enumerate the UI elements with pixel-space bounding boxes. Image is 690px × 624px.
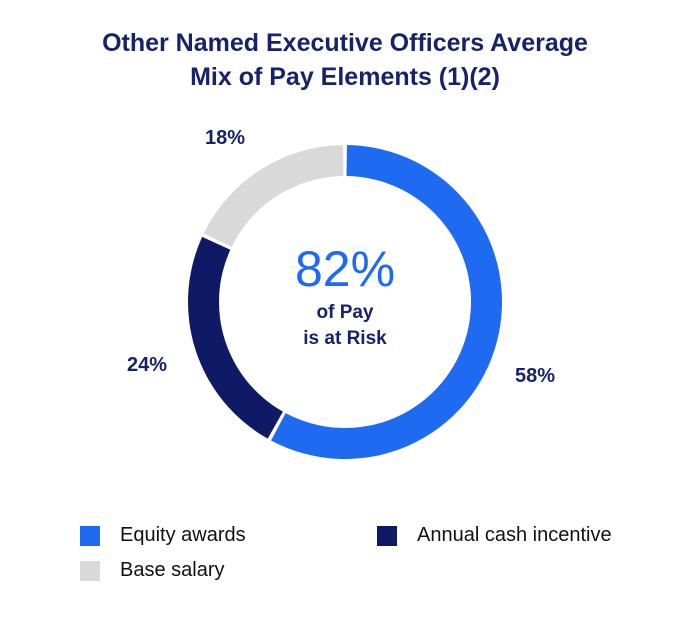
donut-slices [187,145,502,459]
center-caption-line-1: of Pay [316,302,373,323]
slice-labels: 58% 24% 18% [127,127,555,387]
slice-base-salary [203,145,344,247]
legend-label-equity-awards: Equity awards [120,524,246,546]
slice-label-equity-awards: 58% [515,365,555,387]
center-percentage: 82% [295,241,395,297]
slice-label-base-salary: 18% [205,127,245,149]
chart-title-line-2: Mix of Pay Elements (1)(2) [190,63,500,91]
legend-swatch-equity-awards [80,525,100,546]
legend-label-base-salary: Base salary [120,559,225,581]
legend-swatch-base-salary [80,560,100,581]
slice-equity-awards [271,145,502,459]
legend-item-base-salary: Base salary [80,559,225,582]
legend-item-equity-awards: Equity awards [80,524,246,547]
legend-label-annual-cash-incentive: Annual cash incentive [417,524,612,546]
slice-annual-cash-incentive [187,236,283,439]
chart-title-line-1: Other Named Executive Officers Average [102,29,588,57]
legend-swatch-annual-cash-incentive [377,525,397,546]
center-caption-line-2: is at Risk [303,328,387,349]
legend-item-annual-cash-incentive: Annual cash incentive [377,524,612,547]
chart-title: Other Named Executive Officers Average M… [0,26,690,94]
slice-label-annual-cash-incentive: 24% [127,354,167,376]
